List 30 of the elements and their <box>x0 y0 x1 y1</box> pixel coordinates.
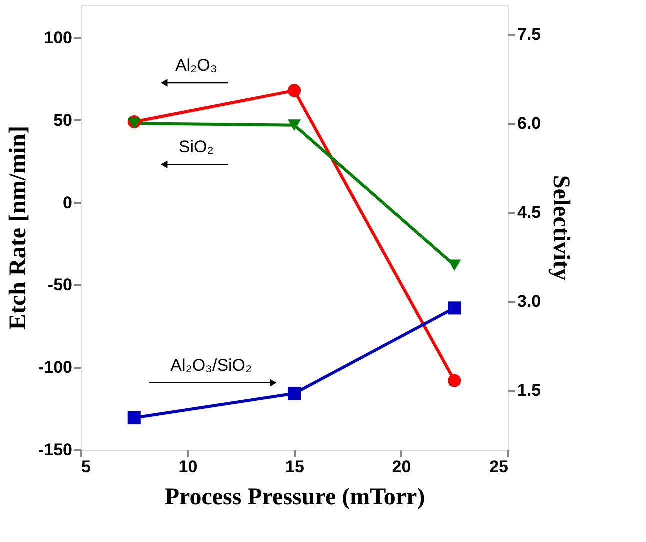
y2-tick-label: 6.0 <box>518 114 542 134</box>
y2-tick-label: 4.5 <box>518 203 542 222</box>
y-tick-label: -50 <box>48 276 72 295</box>
series-label: Al₂O₃ <box>175 56 218 76</box>
point <box>448 260 462 272</box>
point <box>288 387 302 400</box>
series-label: SiO₂ <box>178 138 214 157</box>
x-tick-label: 20 <box>392 458 412 476</box>
x-axis-title: Process Pressure (mTorr) <box>164 484 426 510</box>
point <box>288 84 302 98</box>
x-tick-label: 15 <box>286 458 304 476</box>
point <box>128 118 141 130</box>
point <box>128 411 141 424</box>
y-axis-title: Etch Rate [nm/min] <box>5 126 32 330</box>
point <box>288 120 302 131</box>
y-tick-label: 100 <box>44 28 72 48</box>
y2-tick-label: 7.5 <box>518 25 542 44</box>
y-tick-label: 50 <box>54 110 72 130</box>
y-tick-label: 0 <box>63 193 72 212</box>
y-tick-label: -150 <box>38 440 72 460</box>
point <box>448 302 462 315</box>
y2-tick-label: 1.5 <box>518 381 542 400</box>
y2-tick-label: 3.0 <box>518 292 542 312</box>
series-label: Al₂O₃/SiO₂ <box>170 356 252 375</box>
x-tick-label: 25 <box>490 458 508 476</box>
x-tick-label: 10 <box>178 458 198 476</box>
y-tick-label: -100 <box>38 358 72 378</box>
x-tick-label: 5 <box>82 458 91 476</box>
point <box>448 374 462 388</box>
y2-axis-title: Selectivity <box>548 175 574 281</box>
